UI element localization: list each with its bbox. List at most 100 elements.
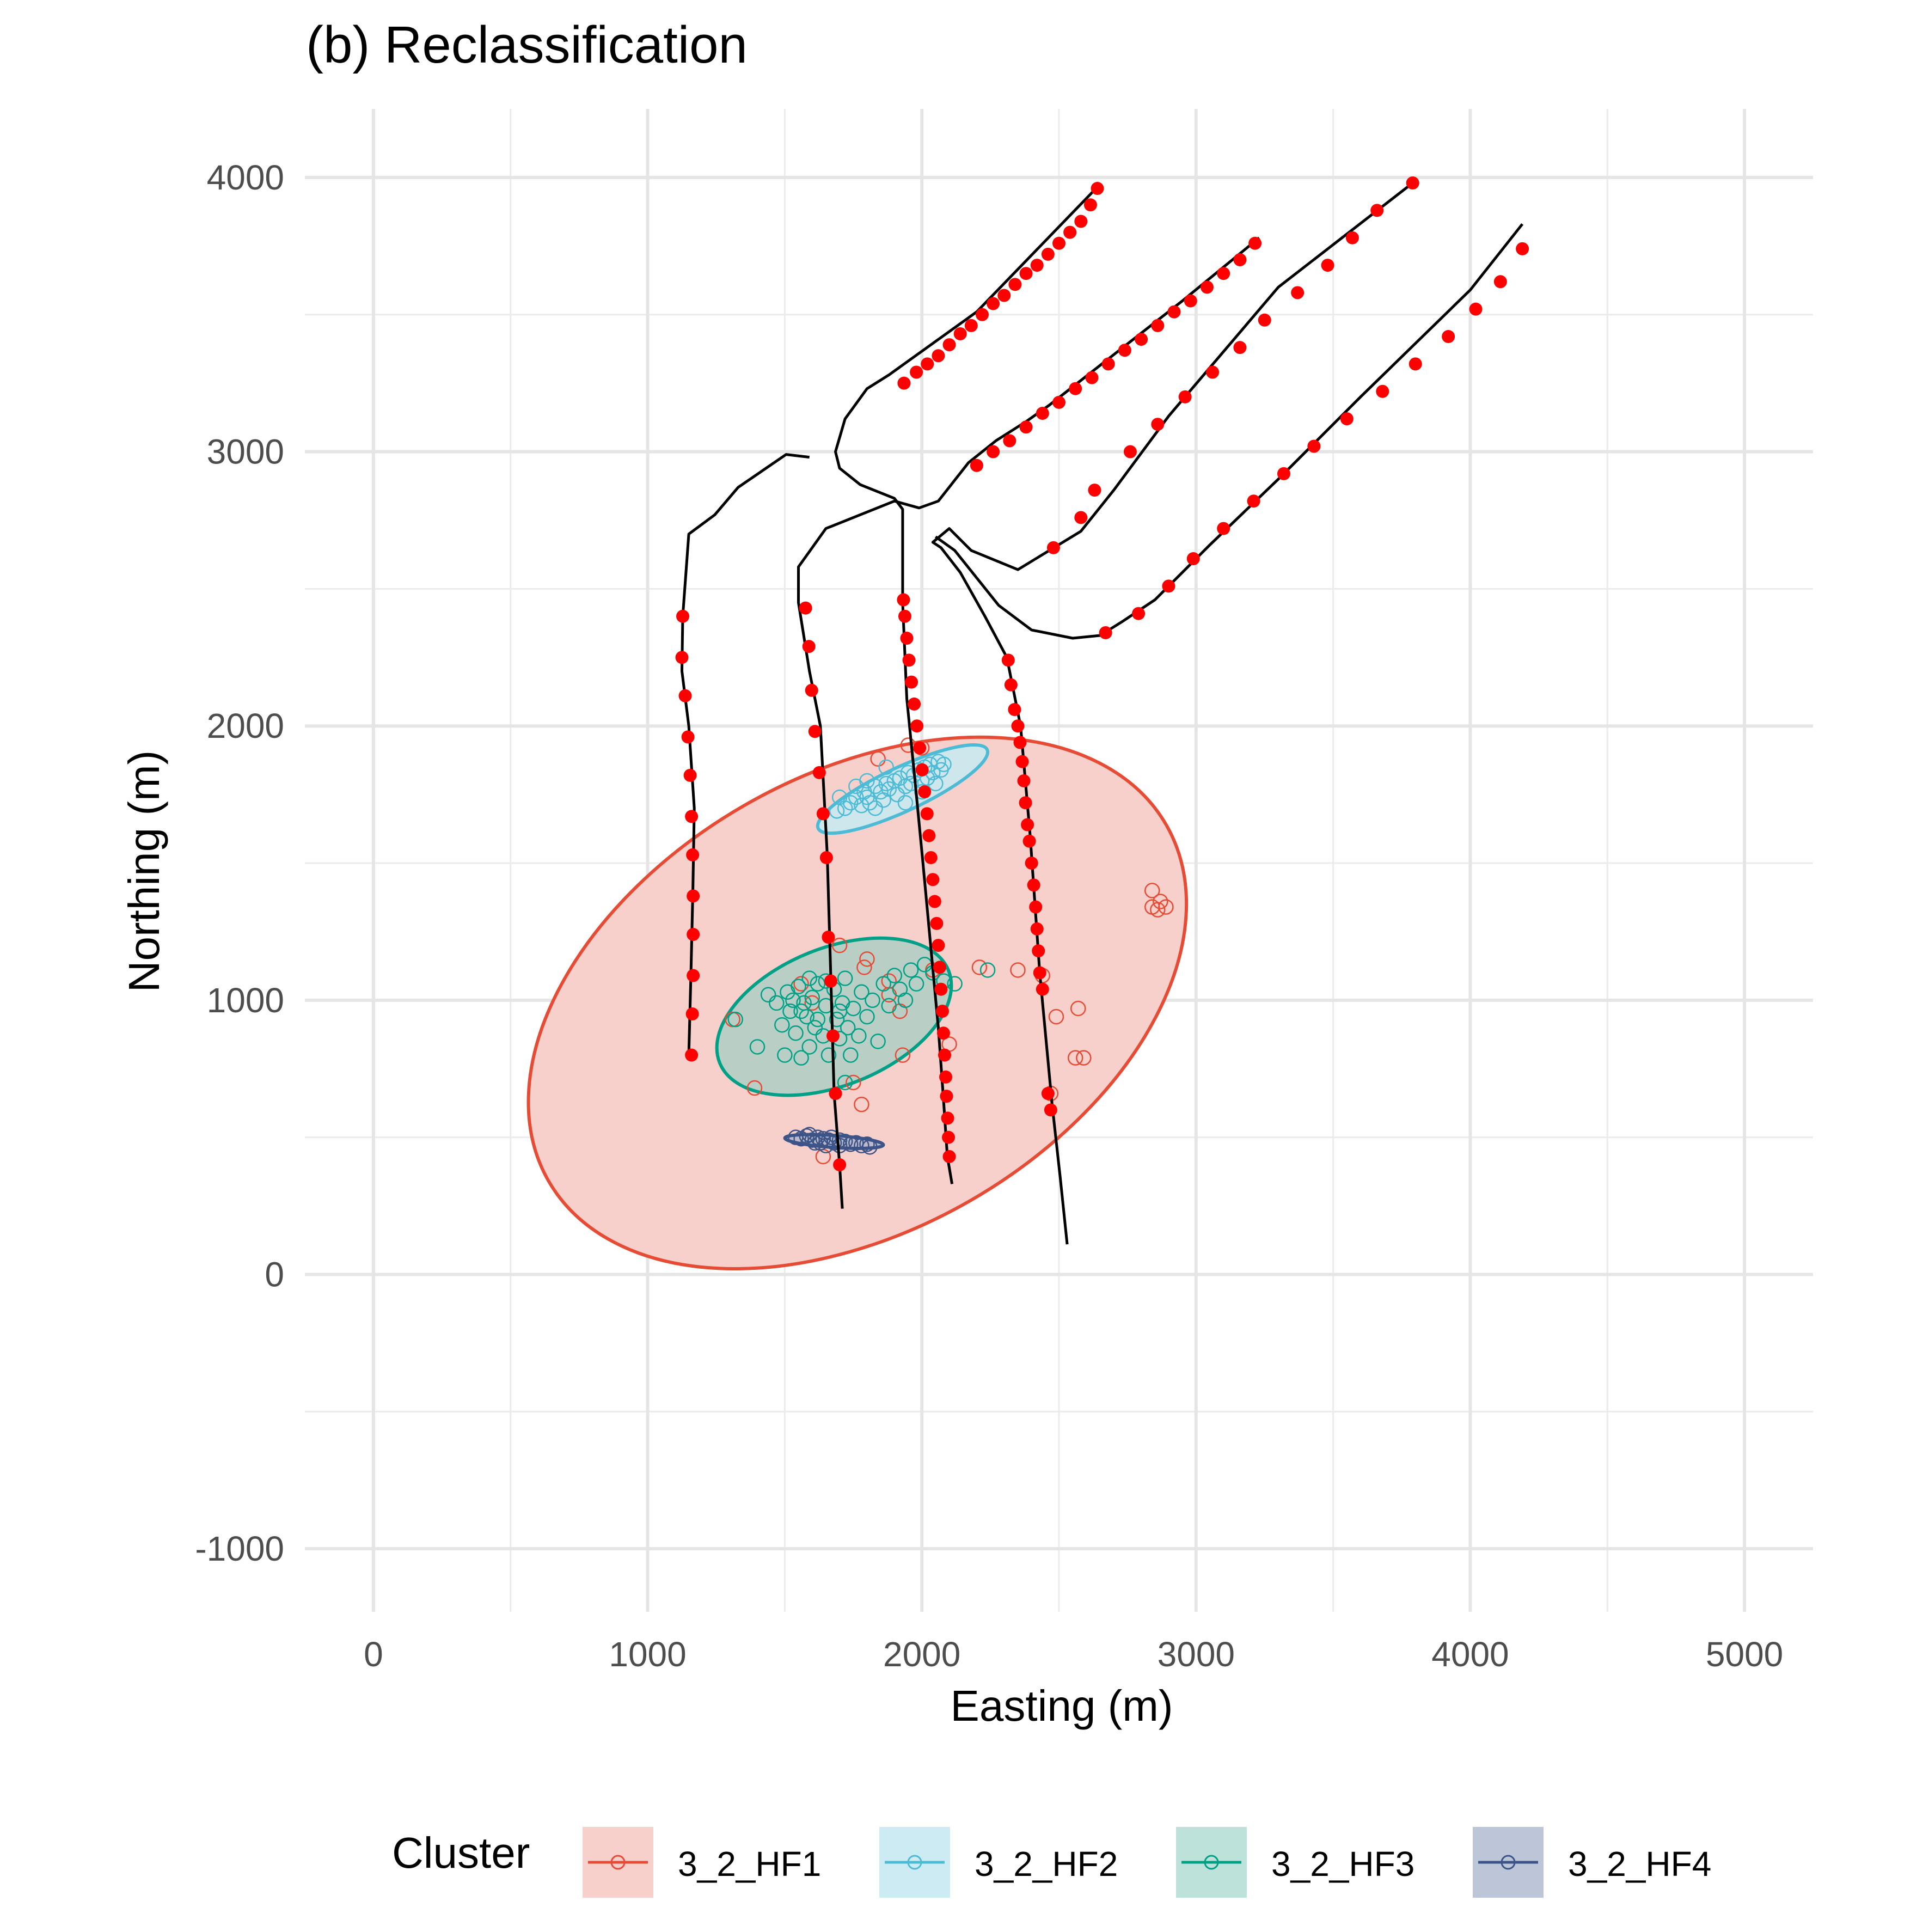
- stage-point: [1493, 275, 1507, 289]
- chart-title: (b) Reclassification: [306, 16, 748, 74]
- event-point-hf2: [897, 794, 914, 811]
- event-point-hf3: [793, 1003, 809, 1019]
- stage-point: [681, 730, 695, 744]
- event-point-hf3: [886, 968, 903, 983]
- stage-point: [1015, 755, 1029, 768]
- stage-point: [1151, 319, 1165, 332]
- stage-point: [1017, 774, 1031, 787]
- stage-point: [1101, 357, 1115, 371]
- stage-point: [1033, 966, 1046, 980]
- event-point-hf2: [878, 759, 894, 775]
- stage-point: [1340, 412, 1354, 426]
- stage-point: [936, 1026, 950, 1040]
- event-point-hf3: [903, 962, 919, 978]
- stage-point: [1003, 434, 1016, 448]
- stage-point: [812, 766, 826, 779]
- event-point-hf2: [881, 781, 897, 797]
- stage-point: [833, 1158, 847, 1172]
- event-point-hf1: [1010, 962, 1026, 978]
- event-point-hf3: [854, 984, 869, 1000]
- x-tick-label: 2000: [883, 1635, 960, 1674]
- event-point-hf1: [1067, 1050, 1083, 1066]
- x-axis-label: Easting (m): [951, 1682, 1173, 1730]
- event-point-hf2: [903, 775, 919, 792]
- stage-point: [808, 725, 822, 738]
- stage-point: [918, 785, 932, 799]
- event-point-hf3: [829, 1011, 845, 1028]
- stage-point: [1019, 267, 1033, 280]
- stage-point: [939, 1070, 952, 1084]
- stage-point: [1151, 418, 1165, 431]
- well-trajectory-1: [681, 453, 810, 1055]
- event-point-hf1: [856, 959, 872, 975]
- stage-point: [1178, 390, 1192, 403]
- y-tick-label: 4000: [207, 158, 284, 197]
- stage-point: [897, 376, 911, 390]
- stage-point: [942, 1130, 956, 1144]
- event-point-hf3: [810, 976, 826, 992]
- stage-point: [1011, 719, 1025, 733]
- stage-point: [1088, 484, 1101, 497]
- event-point-hf1: [846, 1074, 861, 1091]
- stage-point: [805, 683, 818, 697]
- stage-point: [1085, 371, 1099, 384]
- stage-point: [678, 689, 692, 702]
- event-point-hf3: [875, 976, 891, 992]
- legend-label-hf3: 3_2_HF3: [1271, 1844, 1414, 1884]
- stage-point: [1135, 333, 1148, 346]
- event-point-hf4: [815, 1130, 831, 1147]
- stage-point: [913, 741, 927, 755]
- stage-point: [1074, 215, 1088, 228]
- event-point-hf1: [895, 1047, 911, 1063]
- stage-point: [1046, 541, 1060, 554]
- stage-point: [898, 609, 911, 623]
- event-point-hf2: [889, 786, 905, 803]
- stage-point: [934, 982, 948, 996]
- y-tick-label: 3000: [207, 432, 284, 472]
- stage-point: [900, 632, 914, 645]
- event-point-hf4: [862, 1139, 878, 1155]
- stage-point: [924, 851, 938, 864]
- stage-point: [964, 319, 978, 332]
- event-point-hf3: [870, 1034, 886, 1049]
- stage-point: [1469, 302, 1483, 316]
- stage-point: [1041, 1087, 1055, 1100]
- legend-title: Cluster: [392, 1829, 530, 1877]
- event-point-hf1: [1048, 1008, 1064, 1025]
- event-point-hf3: [777, 1047, 793, 1063]
- stage-point: [1217, 267, 1230, 280]
- event-point-hf3: [837, 1074, 853, 1091]
- x-tick-label: 1000: [609, 1635, 686, 1674]
- stage-point: [997, 289, 1011, 302]
- stage-point: [1277, 467, 1290, 480]
- stage-point: [675, 651, 689, 664]
- x-tick-label: 0: [364, 1635, 383, 1674]
- event-point-hf3: [837, 970, 853, 986]
- stage-point: [1022, 834, 1036, 848]
- y-axis-label: Northing (m): [120, 750, 168, 993]
- stage-point: [902, 653, 916, 667]
- event-point-hf2: [928, 775, 944, 792]
- stage-point: [1123, 445, 1137, 458]
- event-point-hf4: [854, 1138, 869, 1154]
- stage-point: [683, 768, 697, 782]
- legend-label-hf1: 3_2_HF1: [678, 1844, 821, 1884]
- stage-point: [1025, 857, 1038, 870]
- stage-point: [938, 1048, 951, 1062]
- stage-point: [897, 593, 910, 607]
- event-point-hf3: [804, 989, 820, 1006]
- stage-point: [1132, 607, 1146, 620]
- legend-label-hf2: 3_2_HF2: [975, 1844, 1118, 1884]
- event-point-hf3: [851, 1028, 867, 1044]
- stage-point: [829, 1087, 842, 1100]
- stage-point: [822, 931, 835, 944]
- event-point-hf3: [749, 1039, 766, 1055]
- event-point-hf2: [831, 789, 848, 805]
- stage-point: [1030, 922, 1044, 936]
- stage-point: [1247, 494, 1260, 508]
- event-point-hf2: [859, 773, 875, 789]
- stage-point: [1291, 286, 1305, 299]
- stage-point: [1032, 944, 1045, 958]
- stage-point: [1217, 522, 1230, 535]
- stage-point: [1036, 982, 1049, 996]
